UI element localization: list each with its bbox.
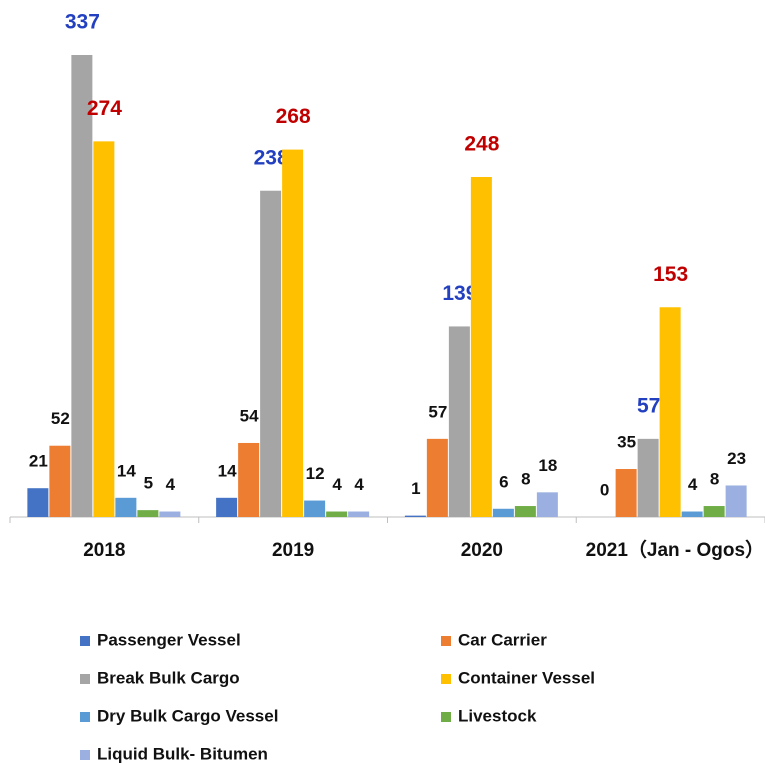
bar (238, 442, 260, 517)
legend-swatch (80, 636, 90, 646)
data-label: 337 (65, 11, 100, 34)
data-label: 52 (51, 409, 70, 428)
bar (260, 190, 282, 517)
legend-swatch (441, 712, 451, 722)
x-tick-label: 2021（Jan - Ogos） (585, 540, 765, 561)
bar (71, 55, 93, 517)
data-label: 0 (600, 480, 609, 499)
legend-swatch (80, 674, 90, 684)
bar (137, 510, 159, 517)
legend-label: Container Vessel (458, 668, 595, 687)
bar (681, 511, 703, 517)
legend-swatch (441, 674, 451, 684)
data-label: 18 (538, 456, 557, 475)
bar (326, 511, 348, 517)
data-label: 35 (617, 433, 636, 452)
data-label: 57 (428, 402, 447, 421)
data-label: 23 (727, 449, 746, 468)
data-label: 21 (29, 452, 48, 471)
data-label: 4 (332, 475, 342, 494)
legend-label: Break Bulk Cargo (97, 668, 240, 687)
x-tick-label: 2019 (271, 540, 315, 561)
data-label: 248 (464, 133, 499, 156)
data-label: 5 (144, 474, 153, 493)
x-tick-label: 2020 (460, 540, 504, 561)
data-label: 14 (218, 461, 237, 480)
data-label: 139 (442, 282, 477, 305)
legend-label: Liquid Bulk- Bitumen (97, 744, 268, 763)
bar (49, 445, 71, 517)
data-label: 1 (411, 479, 420, 498)
data-label: 8 (521, 470, 530, 489)
bar (514, 506, 536, 517)
bar (304, 500, 326, 517)
x-tick-label: 2018 (83, 540, 126, 561)
bar (216, 497, 238, 517)
data-label: 268 (276, 105, 311, 128)
legend-swatch (80, 712, 90, 722)
bar (615, 469, 637, 517)
data-label: 54 (240, 406, 259, 425)
legend-label: Dry Bulk Cargo Vessel (97, 706, 278, 725)
bar (536, 492, 558, 517)
data-label: 6 (499, 472, 508, 491)
data-label: 274 (87, 97, 122, 120)
legend-label: Livestock (458, 706, 537, 725)
data-label: 4 (354, 475, 364, 494)
legend-label: Passenger Vessel (97, 630, 241, 649)
data-label: 8 (710, 470, 719, 489)
data-label: 14 (117, 461, 136, 480)
legend-label: Car Carrier (458, 630, 547, 649)
data-label: 57 (637, 394, 660, 417)
bar (470, 177, 492, 517)
bar (448, 326, 470, 517)
bar (115, 497, 137, 517)
bar (282, 149, 304, 517)
bar (27, 488, 49, 517)
bar (159, 511, 181, 517)
bar (404, 515, 426, 517)
bar (93, 141, 115, 517)
data-label: 12 (306, 464, 325, 483)
data-label: 4 (166, 475, 176, 494)
bar (725, 485, 747, 517)
data-label: 4 (688, 475, 698, 494)
bar (659, 307, 681, 517)
bar (348, 511, 370, 517)
data-label: 153 (653, 263, 688, 286)
data-label: 238 (254, 146, 289, 169)
bar (703, 506, 725, 517)
bar (492, 508, 514, 517)
legend-swatch (80, 750, 90, 760)
bar (637, 438, 659, 517)
bar (426, 438, 448, 517)
legend-swatch (441, 636, 451, 646)
